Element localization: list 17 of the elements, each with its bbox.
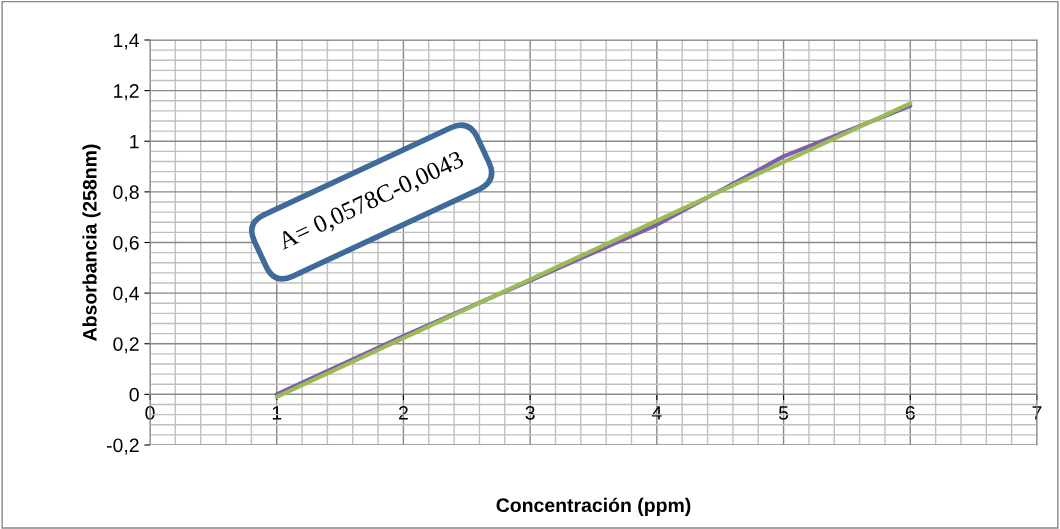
y-tick-label: 0 bbox=[129, 387, 139, 402]
y-tick-label: 0,2 bbox=[113, 337, 139, 354]
x-tick-label: 7 bbox=[1032, 406, 1042, 420]
x-tick-label: 5 bbox=[778, 406, 789, 420]
y-tick-label: 0,6 bbox=[113, 235, 139, 253]
y-tick-label: 0,4 bbox=[113, 286, 140, 303]
x-tick-label: 1 bbox=[272, 406, 282, 420]
y-tick-label: -0,2 bbox=[106, 438, 139, 455]
x-tick-label: 3 bbox=[525, 406, 535, 420]
y-tick-label: 1,4 bbox=[114, 33, 140, 50]
y-axis-title: Absorbancia (258nm) bbox=[82, 144, 101, 341]
y-tick-label: 1,2 bbox=[114, 84, 139, 101]
y-tick-label: 0,8 bbox=[113, 185, 139, 202]
y-tick-label: 1 bbox=[130, 134, 139, 149]
x-tick-label: 0 bbox=[145, 406, 155, 420]
x-tick-label: 2 bbox=[399, 406, 408, 420]
x-axis-title: Concentración (ppm) bbox=[496, 497, 691, 516]
